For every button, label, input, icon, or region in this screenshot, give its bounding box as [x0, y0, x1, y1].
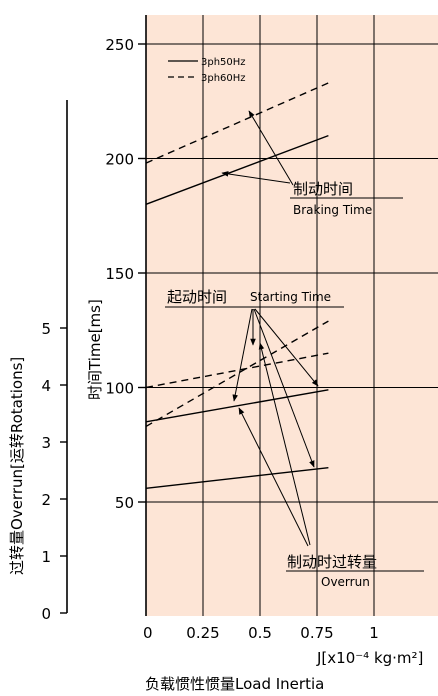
- starting-time-cn: 起动时间: [167, 288, 227, 306]
- y-tick-label: 250: [105, 36, 134, 54]
- x-tick-label: 0.75: [300, 624, 333, 642]
- y-axis-title: 时间Time[ms]: [86, 299, 104, 400]
- braking-time-en: Braking Time: [293, 203, 372, 217]
- x-tick-label: 0.5: [248, 624, 272, 642]
- starting-time-en: Starting Time: [250, 290, 331, 304]
- overrun-en: Overrun: [321, 575, 370, 589]
- legend-label-60hz: 3ph60Hz: [201, 73, 246, 84]
- y-tick-label: 200: [105, 151, 134, 169]
- annotation-braking-time: 制动时间 Braking Time: [221, 110, 403, 217]
- legend-label-50hz: 3ph50Hz: [201, 57, 246, 68]
- y-tick-label: 100: [105, 380, 134, 398]
- starting-arrow-1: [254, 308, 319, 387]
- braking-time-cn: 制动时间: [293, 180, 353, 198]
- series-line-braking-solid: [145, 134, 329, 205]
- series-line-overrun-solid: [145, 466, 329, 489]
- series-line-starting-solid: [145, 389, 329, 423]
- y2-tick-label: 3: [41, 434, 51, 452]
- braking-arrow-2: [221, 171, 291, 184]
- x-tick-label: 0: [143, 624, 153, 642]
- x-tick-label: 0.25: [186, 624, 219, 642]
- overrun-arrow-1: [258, 342, 311, 546]
- annotation-overrun: 制动时过转量 Overrun: [238, 342, 424, 589]
- series-line-braking-dashed: [145, 82, 329, 164]
- x-axis-title-bottom: 负载惯性惯量Load Inertia: [145, 675, 324, 693]
- overrun-arrow-2: [238, 407, 309, 547]
- legend: 3ph50Hz 3ph60Hz: [168, 57, 246, 84]
- y2-tick-label: 4: [41, 377, 51, 395]
- series-line-overrun-dashed: [145, 352, 329, 389]
- y2-tick-label: 2: [41, 491, 51, 509]
- starting-arrow-4: [232, 308, 253, 402]
- y2-tick-label: 1: [41, 548, 51, 566]
- braking-arrow-1: [248, 110, 294, 186]
- secondary-y-axis-title: 过转量Overrun[运转Rotations]: [8, 357, 26, 575]
- x-tick-label: 1: [369, 624, 379, 642]
- annotation-starting-time: 起动时间 Starting Time: [165, 288, 344, 468]
- y2-tick-label: 0: [41, 605, 51, 623]
- y-tick-label: 50: [115, 494, 134, 512]
- starting-arrow-2: [253, 308, 315, 468]
- plot-background: [146, 15, 438, 616]
- overrun-cn: 制动时过转量: [287, 553, 377, 571]
- y-tick-label: 150: [105, 265, 134, 283]
- x-axis-title: J[x10⁻⁴ kg·m²]: [316, 649, 423, 667]
- y2-tick-label: 5: [41, 320, 51, 338]
